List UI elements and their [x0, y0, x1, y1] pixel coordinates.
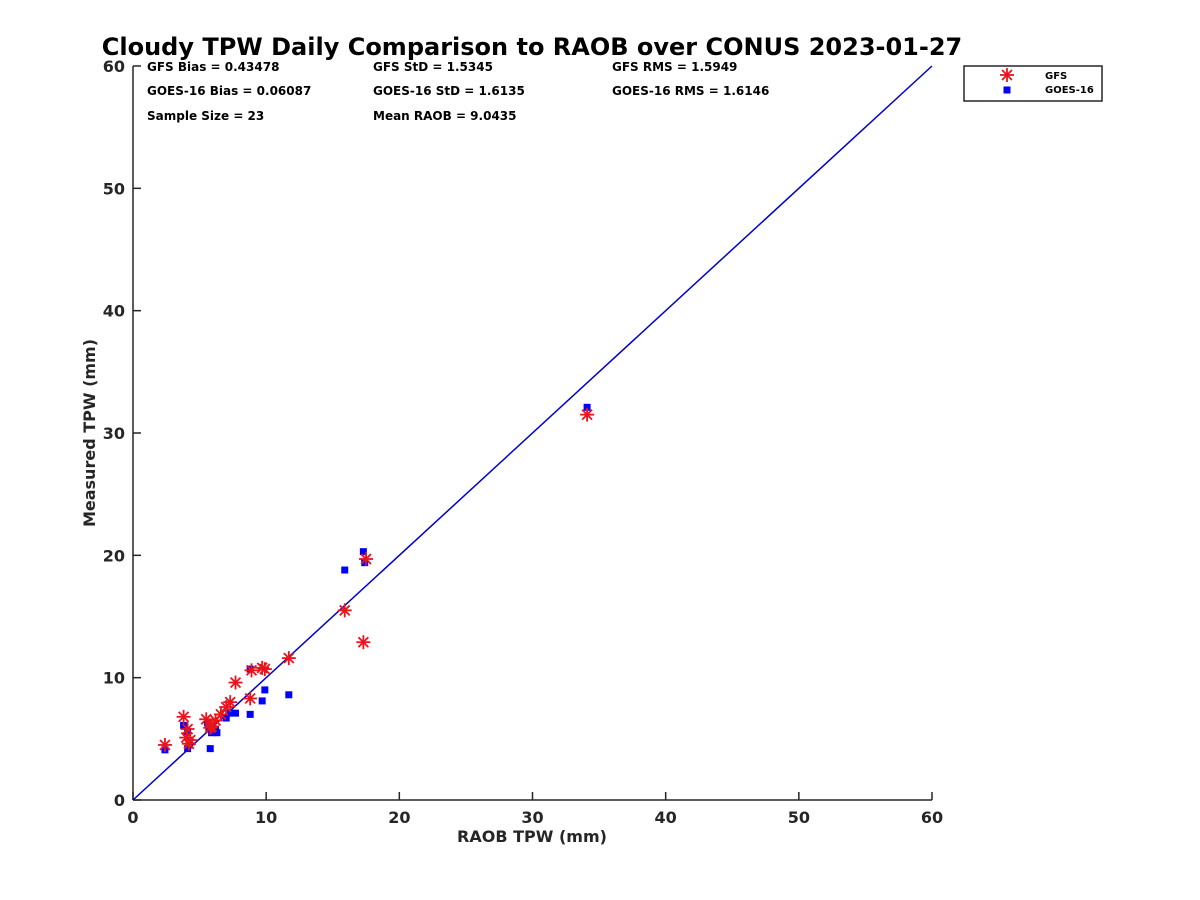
y-tick-label: 20: [103, 546, 125, 565]
goes-16-point: [222, 714, 230, 722]
stat-goes-bias: GOES-16 Bias = 0.06087: [147, 84, 311, 98]
y-tick-label: 0: [114, 791, 125, 810]
gfs-point: [204, 719, 219, 734]
goes-16-point: [583, 403, 591, 411]
gfs-point: [580, 407, 595, 422]
y-axis-label: Measured TPW (mm): [80, 339, 99, 527]
stat-goes-std: GOES-16 StD = 1.6135: [373, 84, 525, 98]
gfs-point: [213, 707, 228, 722]
gfs-point: [176, 709, 191, 724]
goes-16-point: [285, 691, 293, 699]
goes-16-point: [225, 709, 233, 717]
stat-gfs-bias: GFS Bias = 0.43478: [147, 60, 279, 74]
legend-goes-marker: [1003, 86, 1011, 94]
x-tick-label: 0: [127, 808, 138, 827]
goes-16-point: [184, 745, 192, 753]
legend: GFS GOES-16: [963, 65, 1103, 102]
x-tick-label: 50: [788, 808, 810, 827]
gfs-point: [281, 651, 296, 666]
gfs-point: [228, 675, 243, 690]
one-to-one-line: [132, 65, 933, 801]
plot-area: 0 10 20 30 40 50 60 0 10 20 30 40 50 60: [103, 57, 943, 827]
goes-16-point: [341, 566, 349, 574]
gfs-point: [257, 662, 272, 677]
x-tick-label: 30: [521, 808, 543, 827]
stat-gfs-rms: GFS RMS = 1.5949: [612, 60, 737, 74]
goes-16-point: [206, 745, 214, 753]
x-tick-label: 20: [388, 808, 410, 827]
goes-16-point: [261, 686, 269, 694]
gfs-point: [183, 733, 198, 748]
y-tick-label: 10: [103, 669, 125, 688]
legend-gfs-label: GFS: [1045, 71, 1067, 82]
stat-mean-raob: Mean RAOB = 9.0435: [373, 109, 517, 123]
legend-goes-label: GOES-16: [1045, 85, 1094, 96]
gfs-point: [244, 663, 259, 678]
y-tick-label: 40: [103, 302, 125, 321]
goes-16-point: [232, 709, 240, 717]
goes-16-point: [246, 710, 254, 718]
goes-16-point: [258, 697, 266, 705]
gfs-point: [356, 635, 371, 650]
gfs-point: [180, 722, 195, 737]
stat-sample-size: Sample Size = 23: [147, 109, 264, 123]
goes-16-point: [361, 559, 369, 567]
gfs-point: [337, 603, 352, 618]
stat-goes-rms: GOES-16 RMS = 1.6146: [612, 84, 769, 98]
stat-gfs-std: GFS StD = 1.5345: [373, 60, 493, 74]
gfs-point: [157, 737, 172, 752]
y-tick-label: 30: [103, 424, 125, 443]
x-tick-label: 40: [655, 808, 677, 827]
legend-box: [963, 65, 1103, 102]
y-tick-label: 60: [103, 57, 125, 76]
chart-title: Cloudy TPW Daily Comparison to RAOB over…: [102, 33, 962, 61]
goes-16-point: [213, 729, 221, 737]
x-axis-label: RAOB TPW (mm): [457, 827, 607, 846]
gfs-legend-asterisk: [1000, 68, 1014, 82]
goes-16-point: [212, 725, 220, 733]
goes-16-point: [359, 548, 367, 556]
legend-gfs-marker: [1000, 68, 1014, 82]
gfs-point: [223, 695, 238, 710]
x-tick-label: 10: [255, 808, 277, 827]
gfs-point: [243, 691, 258, 706]
x-tick-label: 60: [921, 808, 943, 827]
y-tick-label: 50: [103, 179, 125, 198]
goes-legend-square: [1003, 86, 1011, 94]
gfs-point: [359, 552, 374, 567]
